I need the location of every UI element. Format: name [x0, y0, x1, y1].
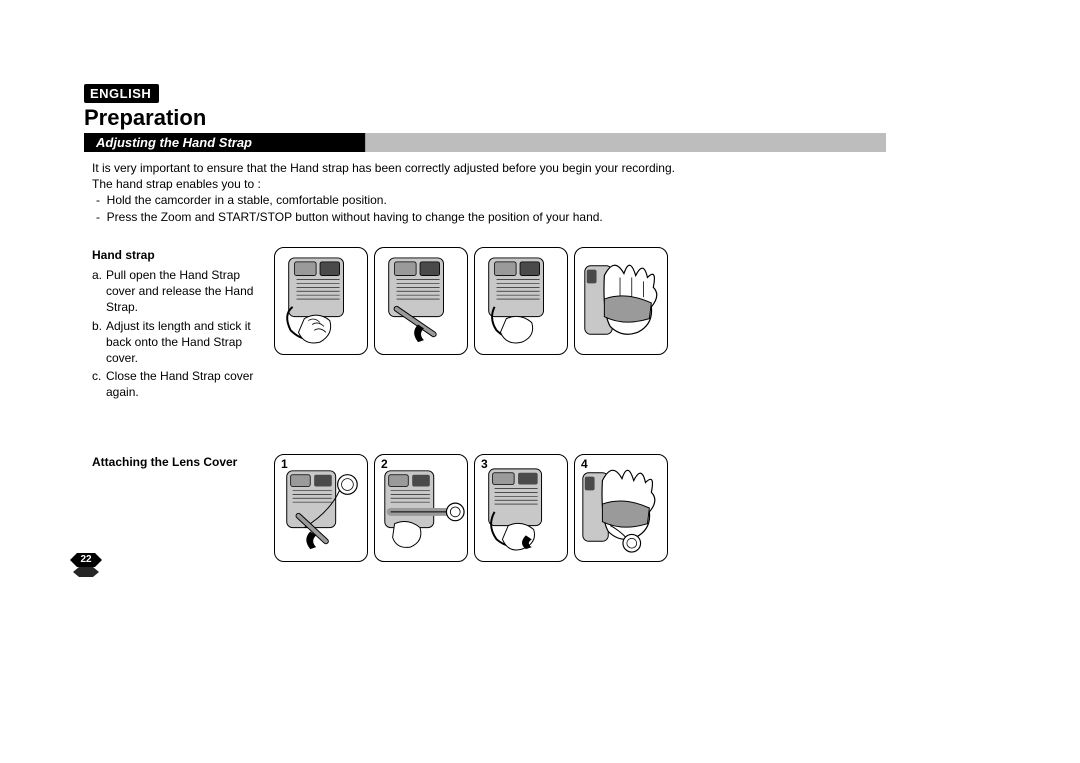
intro-bullet: - Press the Zoom and START/STOP button w…: [92, 209, 1010, 225]
figure-hand-strap-adjust: [374, 247, 468, 355]
step-item: a. Pull open the Hand Strap cover and re…: [92, 267, 256, 316]
intro-line: It is very important to ensure that the …: [92, 160, 1010, 176]
camcorder-icon: [375, 248, 467, 354]
intro-line: The hand strap enables you to :: [92, 176, 1010, 192]
hand-strap-row: Hand strap a. Pull open the Hand Strap c…: [84, 247, 1010, 403]
chapter-title: Preparation: [84, 105, 1010, 131]
page-number: 22: [68, 554, 104, 565]
lens-cover-text: Attaching the Lens Cover: [84, 454, 256, 562]
section-bar: Adjusting the Hand Strap: [84, 133, 886, 152]
intro-block: It is very important to ensure that the …: [92, 160, 1010, 225]
section-title: Adjusting the Hand Strap: [96, 135, 252, 150]
hand-strap-figures: [274, 247, 668, 403]
page-number-badge: 22: [68, 547, 104, 577]
step-item: b. Adjust its length and stick it back o…: [92, 318, 256, 367]
camcorder-icon: [275, 248, 367, 354]
figure-lens-cover-3: 3: [474, 454, 568, 562]
hand-strap-heading: Hand strap: [92, 247, 256, 263]
manual-page: ENGLISH Preparation Adjusting the Hand S…: [0, 0, 1080, 763]
figure-hand-in-strap: [574, 247, 668, 355]
figure-lens-cover-2: 2: [374, 454, 468, 562]
step-item: c. Close the Hand Strap cover again.: [92, 368, 256, 400]
camcorder-lens-icon: [475, 455, 567, 561]
figure-lens-cover-1: 1: [274, 454, 368, 562]
lens-cover-row: Attaching the Lens Cover 1: [84, 454, 1010, 562]
camcorder-lens-icon: [375, 455, 467, 561]
hand-icon: [575, 248, 667, 354]
intro-bullet: - Hold the camcorder in a stable, comfor…: [92, 192, 1010, 208]
camcorder-icon: [475, 248, 567, 354]
lens-cover-heading: Attaching the Lens Cover: [92, 454, 256, 470]
lens-cover-figures: 1 2: [274, 454, 668, 562]
language-tag: ENGLISH: [84, 84, 159, 103]
figure-lens-cover-4: 4: [574, 454, 668, 562]
camcorder-lens-icon: [275, 455, 367, 561]
hand-with-lens-icon: [575, 455, 667, 561]
hand-strap-text: Hand strap a. Pull open the Hand Strap c…: [84, 247, 256, 403]
figure-hand-strap-close: [474, 247, 568, 355]
figure-hand-strap-open: [274, 247, 368, 355]
